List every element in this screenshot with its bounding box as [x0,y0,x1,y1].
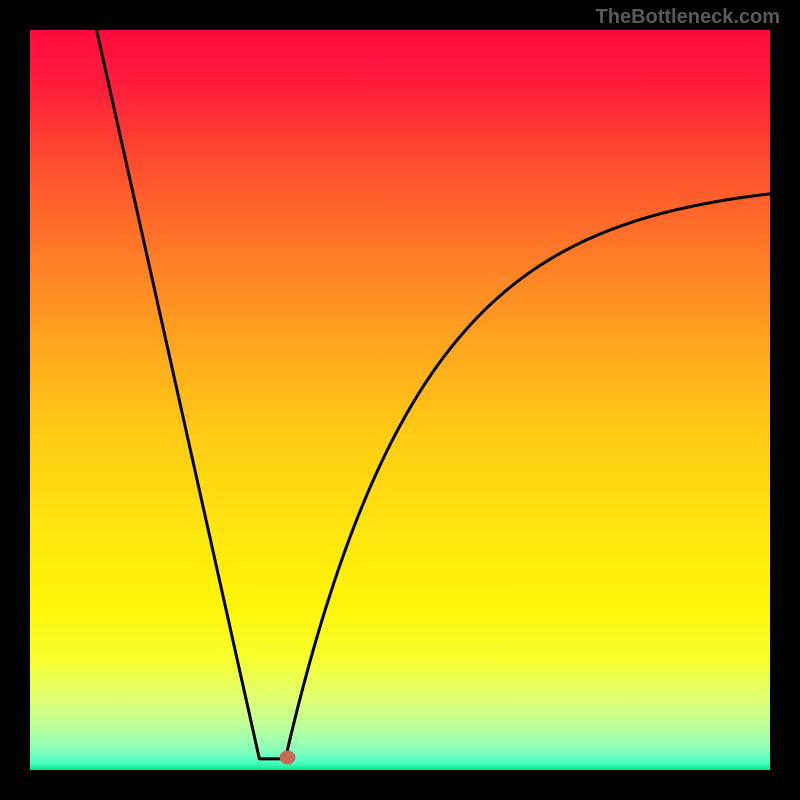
bottleneck-chart [0,0,800,800]
plot-area [30,30,770,770]
chart-container: TheBottleneck.com [0,0,800,800]
optimum-marker [280,750,296,764]
watermark-text: TheBottleneck.com [596,6,780,29]
